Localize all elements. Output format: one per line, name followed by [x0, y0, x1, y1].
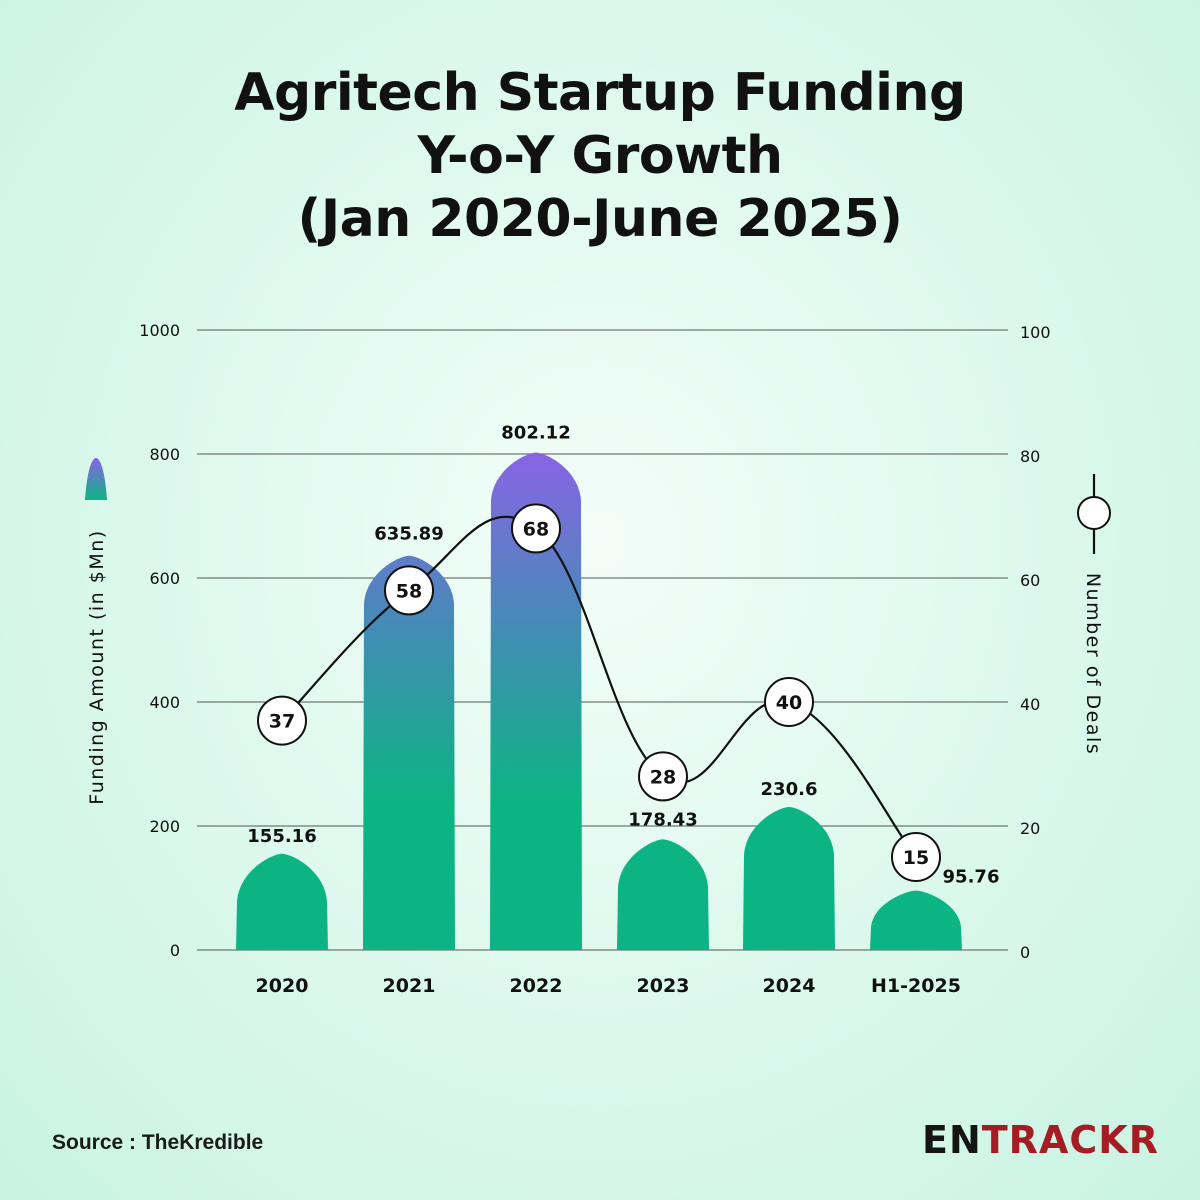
- deal-value-label: 58: [396, 580, 422, 602]
- left-tick-label: 0: [170, 941, 180, 960]
- funding-bar: [236, 853, 328, 950]
- deals-legend-marker: [1077, 496, 1111, 530]
- funding-legend-swatch: [85, 458, 107, 500]
- left-axis-title: Funding Amount (in $Mn): [86, 529, 108, 804]
- right-tick-label: 100: [1020, 323, 1051, 342]
- category-label: 2024: [763, 975, 816, 997]
- funding-value-label: 802.12: [501, 423, 570, 444]
- title-line-1: Agritech Startup Funding: [234, 63, 966, 123]
- funding-bar: [363, 555, 455, 950]
- category-label: 2021: [383, 975, 436, 997]
- logo-part-2: TRACKR: [981, 1118, 1159, 1162]
- right-tick-label: 80: [1020, 447, 1040, 466]
- left-tick-label: 800: [149, 445, 180, 464]
- right-axis-title: Number of Deals: [1082, 573, 1104, 755]
- category-label: H1-2025: [871, 975, 961, 997]
- category-label: 2023: [637, 975, 690, 997]
- funding-value-label: 155.16: [247, 826, 316, 847]
- source-note: Source : TheKredible: [52, 1131, 264, 1154]
- left-tick-label: 400: [149, 693, 180, 712]
- title-line-2: Y-o-Y Growth: [417, 126, 783, 186]
- deal-value-label: 68: [523, 518, 549, 540]
- funding-value-label: 230.6: [761, 779, 818, 800]
- right-tick-label: 40: [1020, 695, 1040, 714]
- entrackr-logo: ENTRACKR: [922, 1118, 1159, 1162]
- right-tick-label: 60: [1020, 571, 1040, 590]
- right-tick-label: 0: [1020, 943, 1030, 962]
- deal-value-label: 37: [269, 711, 295, 733]
- funding-bar: [490, 452, 582, 950]
- funding-value-label: 178.43: [628, 809, 697, 830]
- deal-marker: [764, 677, 814, 727]
- right-tick-label: 20: [1020, 819, 1040, 838]
- category-label: 2020: [256, 975, 309, 997]
- deal-value-label: 28: [650, 766, 676, 788]
- left-tick-label: 600: [149, 569, 180, 588]
- deal-marker: [257, 695, 307, 746]
- logo-part-1: EN: [922, 1118, 982, 1162]
- left-tick-label: 1000: [139, 321, 180, 340]
- deal-marker: [891, 832, 941, 882]
- deal-value-label: 15: [903, 847, 929, 869]
- chart-title: Agritech Startup Funding Y-o-Y Growth (J…: [0, 62, 1200, 251]
- deal-value-label: 40: [776, 692, 802, 714]
- deal-marker: [384, 565, 434, 616]
- deal-marker: [638, 751, 688, 802]
- title-line-3: (Jan 2020-June 2025): [297, 189, 903, 249]
- funding-value-label: 95.76: [943, 867, 1000, 888]
- funding-bar: [743, 807, 835, 950]
- deal-marker: [511, 503, 561, 554]
- category-label: 2022: [510, 975, 563, 997]
- funding-bar: [870, 890, 962, 950]
- left-tick-label: 200: [149, 817, 180, 836]
- funding-value-label: 635.89: [374, 524, 443, 545]
- funding-bar: [617, 839, 709, 950]
